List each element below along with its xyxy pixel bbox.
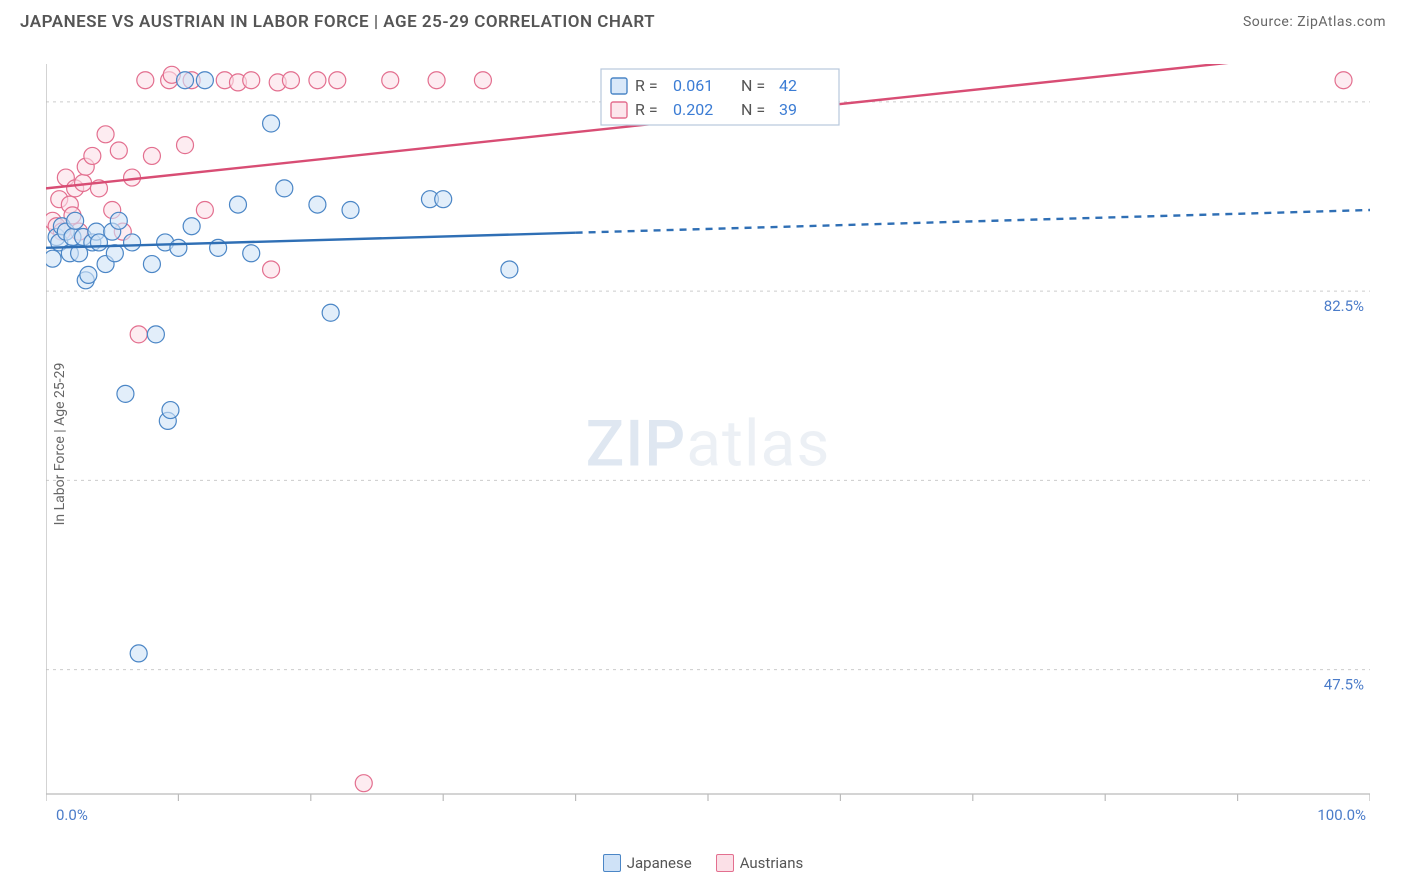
svg-text:0.061: 0.061 [673, 76, 713, 95]
legend-label-japanese: Japanese [627, 854, 692, 872]
legend-item-japanese: Japanese [603, 854, 692, 872]
scatter-chart: 0.0% 100.0% 47.5% 82.5% R = 0.061 N = 42 R = 0… [46, 64, 1370, 824]
source-label: Source: ZipAtlas.com [1243, 14, 1386, 30]
y-axis-label: In Labor Force | Age 25-29 [52, 363, 68, 526]
svg-text:0.0%: 0.0% [56, 806, 88, 824]
svg-text:0.202: 0.202 [673, 100, 713, 119]
svg-text:42: 42 [779, 76, 797, 95]
legend-label-austrians: Austrians [740, 854, 804, 872]
legend-item-austrians: Austrians [716, 854, 804, 872]
bottom-legend: Japanese Austrians [0, 854, 1406, 872]
svg-text:R =: R = [635, 76, 658, 95]
svg-text:100.0%: 100.0% [1317, 806, 1366, 824]
svg-text:47.5%: 47.5% [1324, 676, 1364, 694]
svg-text:R =: R = [635, 100, 658, 119]
svg-text:N =: N = [741, 76, 765, 95]
svg-text:39: 39 [779, 100, 797, 119]
svg-text:N =: N = [741, 100, 765, 119]
svg-text:82.5%: 82.5% [1324, 297, 1364, 315]
chart-title: JAPANESE VS AUSTRIAN IN LABOR FORCE | AG… [20, 12, 655, 32]
legend-swatch-austrians [716, 854, 734, 872]
chart-area: In Labor Force | Age 25-29 0.0% 100.0% 47.… [46, 64, 1370, 824]
legend-swatch-japanese [603, 854, 621, 872]
